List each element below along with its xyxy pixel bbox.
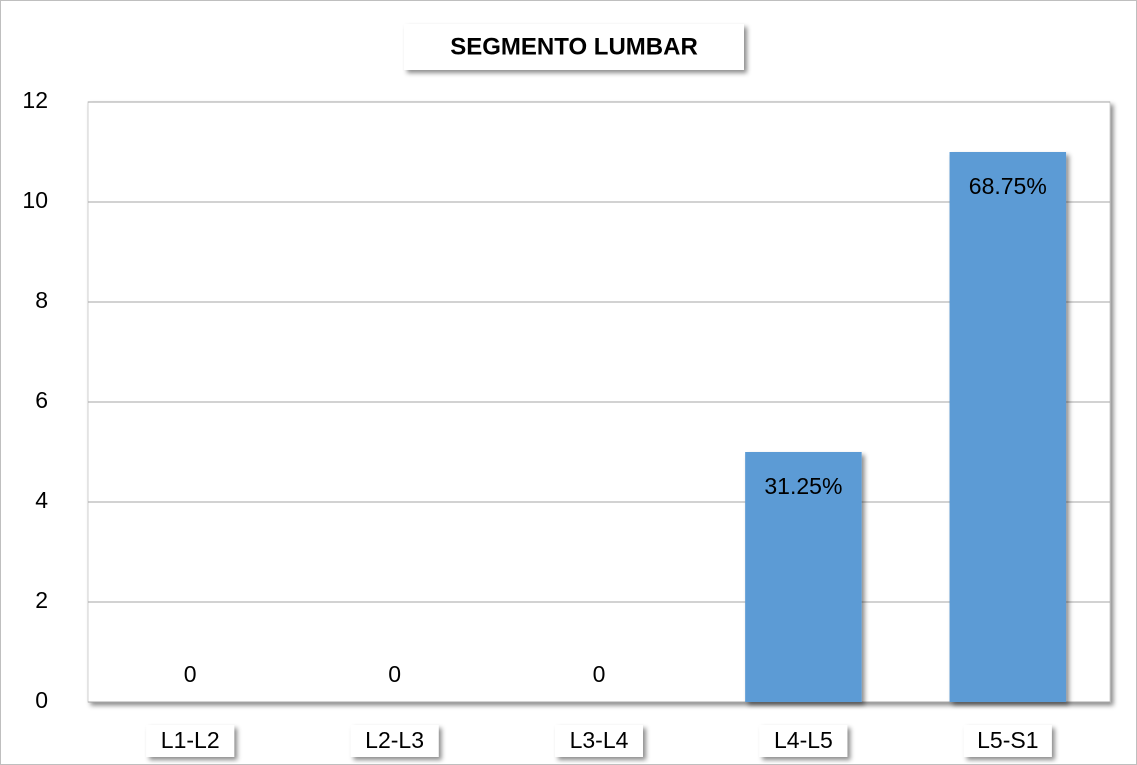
- x-tick-label: L4-L5: [774, 727, 833, 753]
- value-label: 0: [388, 661, 401, 687]
- x-tick-label: L5-S1: [977, 727, 1038, 753]
- chart-title: SEGMENTO LUMBAR: [450, 33, 698, 60]
- x-tick-label: L2-L3: [365, 727, 424, 753]
- x-tick-label: L1-L2: [161, 727, 220, 753]
- y-tick-label: 2: [35, 587, 48, 613]
- y-tick-label: 10: [22, 187, 48, 213]
- value-label: 31.25%: [764, 473, 842, 499]
- y-tick-label: 0: [35, 687, 48, 713]
- y-tick-label: 6: [35, 387, 48, 413]
- x-tick-label: L3-L4: [570, 727, 629, 753]
- value-label: 0: [593, 661, 606, 687]
- x-label-box: [555, 725, 643, 757]
- y-tick-label: 8: [35, 287, 48, 313]
- x-label-box: [350, 725, 439, 757]
- x-label-box: [759, 725, 848, 757]
- value-label: 68.75%: [969, 173, 1047, 199]
- x-label-box: [146, 725, 235, 757]
- x-label-box: [963, 725, 1052, 757]
- bar: [949, 152, 1067, 702]
- value-label: 0: [184, 661, 197, 687]
- y-tick-label: 12: [22, 87, 48, 113]
- title-box: [404, 24, 744, 70]
- y-tick-label: 4: [35, 487, 48, 513]
- bar: [745, 452, 862, 702]
